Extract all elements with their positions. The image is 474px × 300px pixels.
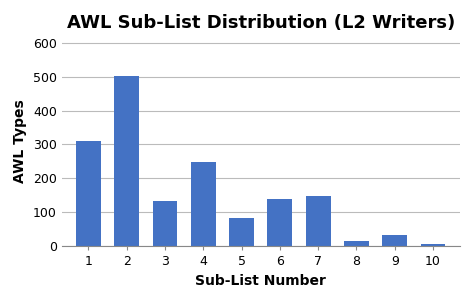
Bar [382,235,407,246]
Bar [229,218,254,246]
Bar [344,241,369,246]
Bar [114,76,139,246]
Bar [420,244,446,246]
Bar [267,199,292,246]
Bar [191,162,216,246]
Bar [153,201,177,246]
Title: AWL Sub-List Distribution (L2 Writers): AWL Sub-List Distribution (L2 Writers) [66,14,455,32]
X-axis label: Sub-List Number: Sub-List Number [195,274,326,288]
Y-axis label: AWL Types: AWL Types [13,99,27,183]
Bar [76,141,101,246]
Bar [306,196,330,246]
